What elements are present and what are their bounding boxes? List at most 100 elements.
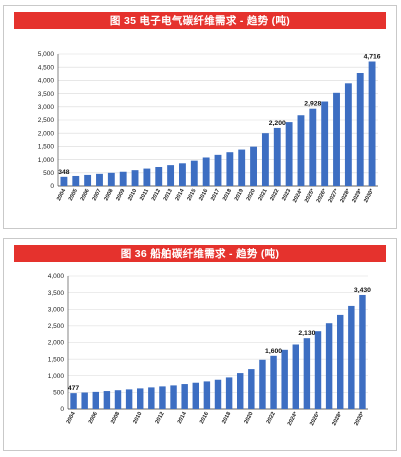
y-tick-label: 1,000 <box>48 373 65 380</box>
x-tick-label: 2009 <box>115 188 126 202</box>
bar <box>292 344 299 409</box>
chart-panel-electronics: 图 35 电子电气碳纤维需求 - 趋势 (吨) 0 500 1,000 1,500 2,… <box>3 5 397 229</box>
marine-bar-chart: 0 500 1,000 1,500 2,000 2,500 3,000 3,500 4,000 2… <box>48 273 371 427</box>
bar <box>60 176 68 186</box>
data-label: 2,130 <box>298 330 315 337</box>
x-tick-label: 2022 <box>269 188 280 202</box>
y-tick-label: 0 <box>60 406 64 413</box>
bar <box>155 166 163 186</box>
x-tick-label: 2019 <box>234 188 245 202</box>
bar <box>237 373 244 409</box>
y-tick-label: 1,000 <box>38 157 55 164</box>
y-tick-label: 5,000 <box>38 51 55 58</box>
y-tick-label: 4,000 <box>38 78 55 85</box>
x-tick-label: 2018 <box>222 188 233 202</box>
bar <box>181 384 188 409</box>
bar <box>203 381 211 409</box>
y-tick-label: 500 <box>43 170 54 177</box>
bar <box>368 61 376 186</box>
bar <box>81 392 88 409</box>
x-tick-label: 2007 <box>92 188 103 202</box>
y-tick-label: 2,000 <box>48 340 65 347</box>
y-tick-label: 2,000 <box>38 130 55 137</box>
bar <box>179 163 186 186</box>
data-label: 477 <box>68 385 80 392</box>
bar <box>238 149 246 186</box>
y-tick-label: 4,500 <box>38 64 55 71</box>
bar <box>159 386 166 409</box>
bar <box>70 393 77 409</box>
x-tick-label: 2004 <box>66 410 78 425</box>
bar <box>119 171 127 186</box>
x-tick-label: 2028* <box>331 410 344 426</box>
y-tick-label: 500 <box>53 390 64 397</box>
bar <box>321 101 329 186</box>
bar <box>226 152 234 186</box>
x-tick-label: 2024* <box>287 410 300 426</box>
x-tick-label: 2016 <box>198 188 209 202</box>
data-label: 348 <box>58 169 70 176</box>
x-tick-label: 2021 <box>258 188 269 202</box>
bar <box>92 391 99 409</box>
x-tick-label: 2005 <box>68 188 79 202</box>
bar <box>192 382 199 409</box>
bar <box>356 73 364 186</box>
bar <box>214 154 222 186</box>
bar <box>125 389 133 409</box>
x-tick-label: 2020 <box>243 411 254 425</box>
y-tick-label: 3,000 <box>38 104 55 111</box>
y-tick-label: 0 <box>50 183 54 190</box>
data-label: 3,430 <box>354 287 371 294</box>
bar <box>96 173 103 186</box>
bar <box>309 108 317 186</box>
bar <box>114 390 122 409</box>
bar <box>344 83 352 186</box>
bar <box>107 172 115 186</box>
x-tick-label: 2006 <box>80 188 91 202</box>
x-tick-label: 2030* <box>354 410 367 426</box>
x-tick-label: 2004 <box>56 187 68 202</box>
bar <box>359 294 366 409</box>
x-tick-label: 2012 <box>155 411 166 425</box>
x-tick-label: 2013 <box>163 188 174 202</box>
bar <box>270 355 277 409</box>
data-label: 2,200 <box>269 120 286 127</box>
bar <box>285 122 293 186</box>
bar <box>325 323 333 409</box>
bar <box>297 115 305 186</box>
y-tick-label: 1,500 <box>38 144 55 151</box>
bar <box>314 331 322 409</box>
x-tick-label: 2017 <box>210 188 221 202</box>
bar <box>137 388 144 409</box>
y-tick-label: 2,500 <box>48 323 65 330</box>
bar <box>143 168 151 186</box>
bar <box>303 338 311 409</box>
bar <box>259 359 266 409</box>
x-tick-label: 2016 <box>199 411 210 425</box>
bar <box>248 369 255 409</box>
x-tick-label: 2023 <box>281 188 292 202</box>
bar <box>170 385 177 409</box>
data-label: 1,600 <box>265 348 282 355</box>
bar <box>84 174 92 186</box>
x-tick-label: 2008 <box>110 411 121 425</box>
bar <box>167 165 175 186</box>
x-tick-label: 2022 <box>266 411 277 425</box>
x-tick-label: 2006 <box>88 411 99 425</box>
y-tick-label: 3,500 <box>48 290 65 297</box>
bar <box>190 160 198 186</box>
x-tick-label: 2030* <box>363 187 376 203</box>
bar <box>131 170 139 186</box>
x-tick-label: 2015 <box>186 188 197 202</box>
chart-title-marine: 图 36 船舶碳纤维需求 - 趋势 (吨) <box>14 245 386 262</box>
chart-panel-marine: 图 36 船舶碳纤维需求 - 趋势 (吨) 0 500 1,000 1,500 2,00… <box>3 238 397 451</box>
y-tick-label: 3,000 <box>48 306 65 313</box>
x-tick-label: 2010 <box>132 411 143 425</box>
y-tick-label: 3,500 <box>38 91 55 98</box>
bar <box>281 349 288 409</box>
bar <box>214 379 222 409</box>
y-tick-label: 1,500 <box>48 356 65 363</box>
bar <box>337 314 344 409</box>
x-tick-label: 2014 <box>175 187 187 202</box>
bar <box>103 391 111 409</box>
